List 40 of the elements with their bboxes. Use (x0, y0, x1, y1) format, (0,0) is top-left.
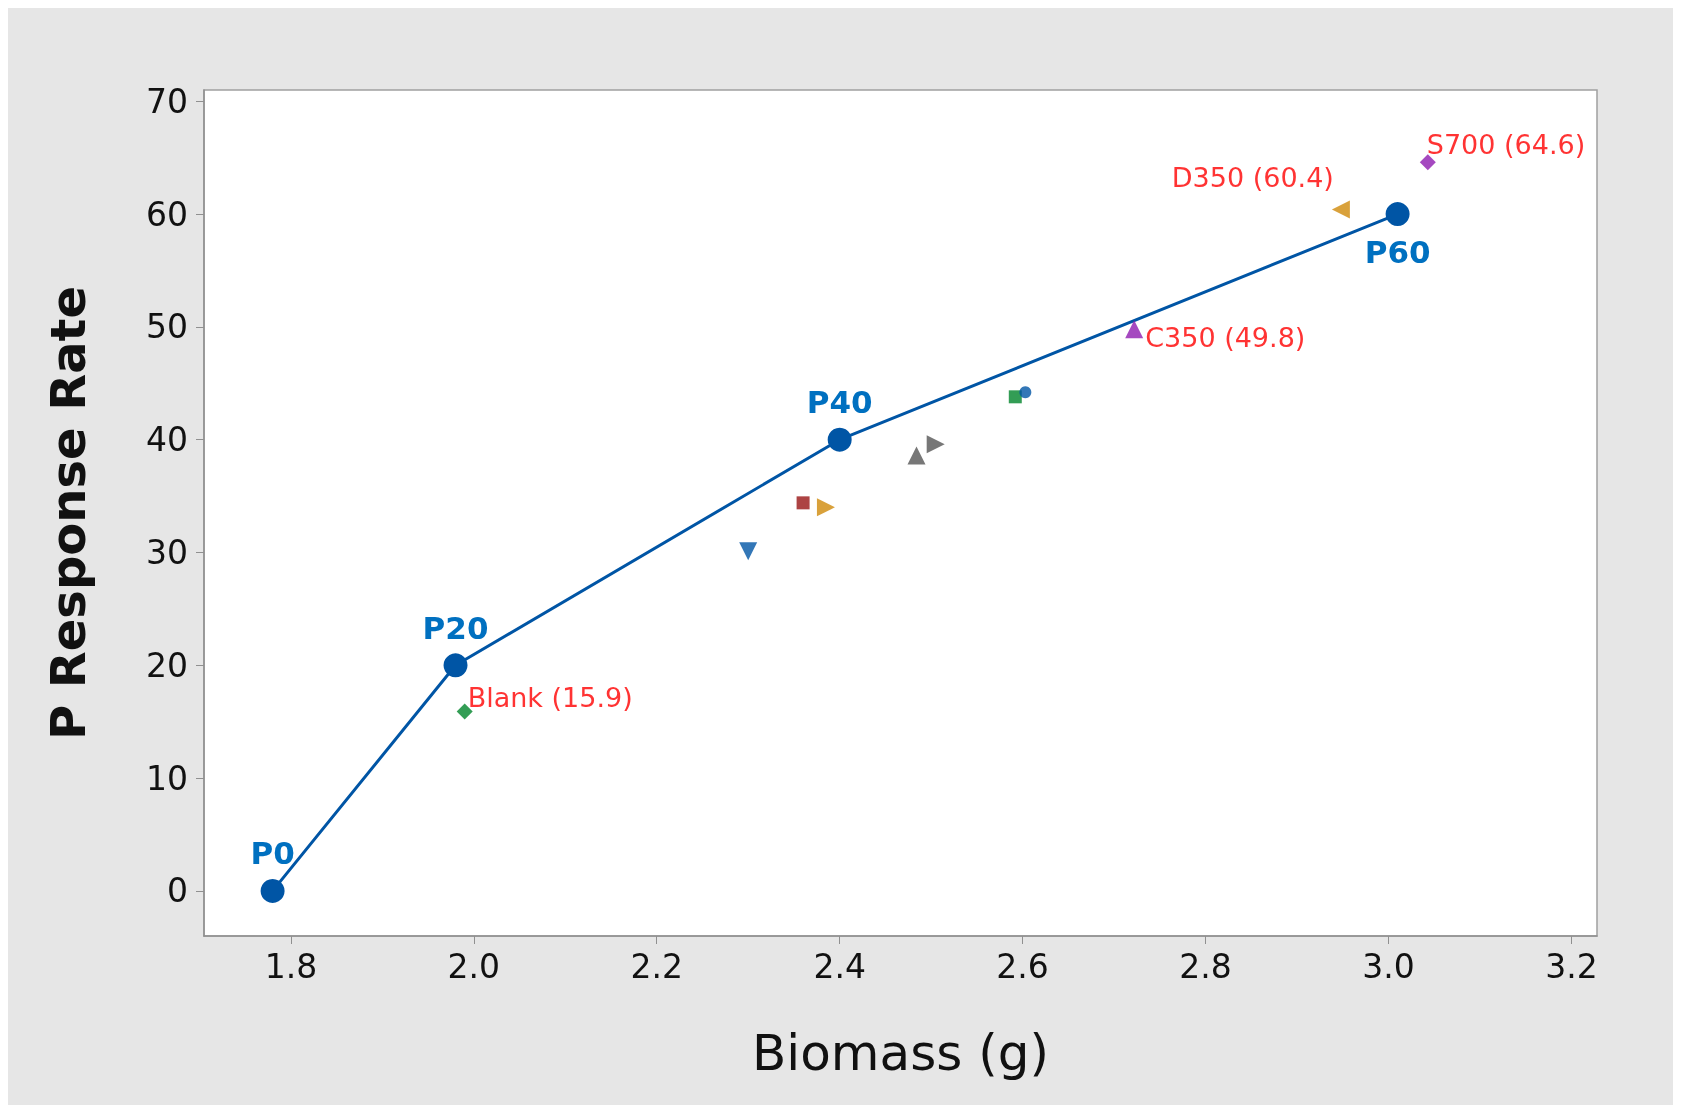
data-label: P60 (1364, 233, 1431, 270)
point (260, 878, 285, 903)
annotation: C350 (49.8) (1145, 321, 1306, 353)
x-tick-label: 2.6 (996, 947, 1049, 986)
x-tick-label: 1.8 (264, 947, 318, 986)
point (827, 427, 852, 452)
point (907, 446, 926, 465)
x-tick-label: 3.0 (1362, 947, 1415, 986)
y-tick-label: 0 (167, 871, 188, 911)
annotation: D350 (60.4) (1171, 162, 1334, 194)
x-tick-label: 2.4 (813, 947, 866, 986)
point (926, 435, 945, 454)
point (739, 542, 758, 561)
annotation: S700 (64.6) (1426, 128, 1586, 160)
point (1008, 390, 1022, 404)
y-tick-label: 60 (146, 194, 188, 234)
point (1019, 386, 1032, 399)
point (443, 653, 468, 678)
y-tick-label: 30 (146, 532, 188, 572)
x-tick-label: 2.0 (447, 947, 501, 986)
y-tick-label: 50 (146, 307, 188, 347)
point (1331, 200, 1350, 219)
y-tick-label: 70 (146, 81, 188, 121)
x-axis-title: Biomass (g) (752, 1024, 1049, 1082)
point (1419, 154, 1436, 171)
point (1385, 202, 1410, 227)
x-tick-label: 2.8 (1179, 947, 1232, 986)
y-axis-title: P Response Rate (40, 285, 96, 741)
y-tick-label: 40 (146, 420, 188, 460)
data-label: P0 (250, 835, 295, 872)
x-tick-label: 3.2 (1545, 947, 1598, 986)
data-label: P40 (806, 384, 873, 421)
point (796, 496, 810, 510)
x-tick-label: 2.2 (630, 947, 683, 986)
annotation: Blank (15.9) (467, 682, 633, 714)
point (1125, 320, 1144, 339)
point (816, 498, 835, 517)
y-tick-label: 10 (146, 758, 188, 798)
y-tick-label: 20 (146, 645, 188, 685)
data-label: P20 (422, 609, 489, 646)
